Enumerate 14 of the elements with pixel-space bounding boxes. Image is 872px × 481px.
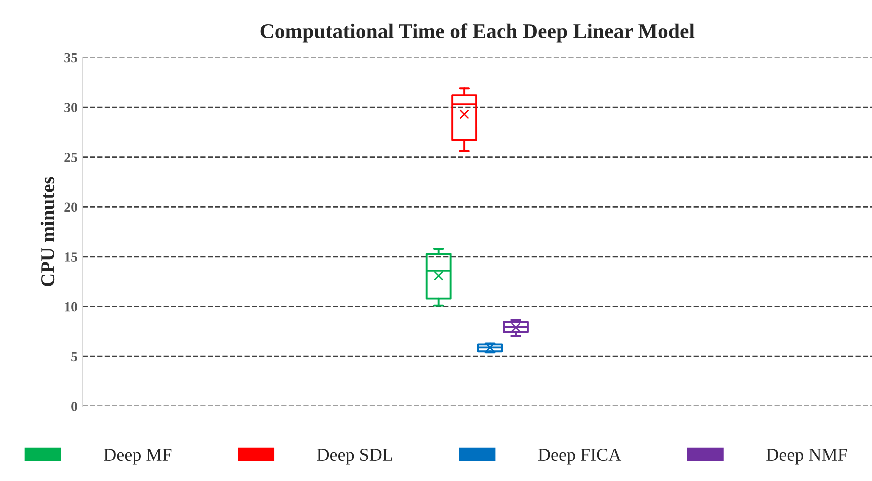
legend-label: Deep SDL: [317, 448, 392, 465]
y-tick-label: 5: [72, 352, 78, 362]
y-tick-label: 35: [64, 53, 78, 63]
legend-label: Deep FICA: [538, 448, 622, 465]
y-tick-label: 15: [65, 252, 78, 262]
y-axis-title: CPU minutes: [40, 177, 55, 286]
y-tick-label: 10: [65, 302, 78, 312]
y-tick-label: 30: [64, 103, 78, 112]
chart-title: Computational Time of Each Deep Linear Model: [260, 24, 695, 43]
legend-label: Deep NMF: [766, 449, 848, 465]
y-tick-label: 25: [64, 152, 78, 162]
y-tick-label: 0: [72, 402, 78, 412]
y-tick-label: 20: [64, 202, 78, 212]
legend-label: Deep MF: [104, 449, 172, 465]
